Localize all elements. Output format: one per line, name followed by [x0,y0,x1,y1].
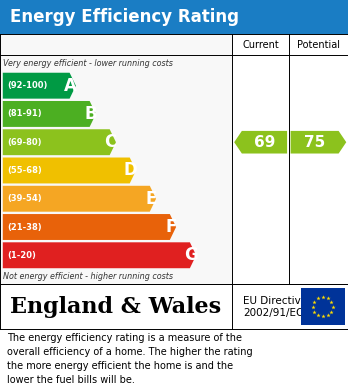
Text: C: C [105,133,117,151]
Polygon shape [234,131,287,154]
Text: A: A [64,77,77,95]
Text: (92-100): (92-100) [7,81,47,90]
Text: 69: 69 [254,135,275,150]
Polygon shape [3,129,116,155]
Text: EU Directive
2002/91/EC: EU Directive 2002/91/EC [243,296,307,317]
Polygon shape [3,101,96,127]
Text: E: E [145,190,157,208]
Text: G: G [184,246,198,264]
Text: (69-80): (69-80) [7,138,41,147]
Polygon shape [3,73,76,99]
Text: Energy Efficiency Rating: Energy Efficiency Rating [10,8,239,26]
Polygon shape [3,214,176,240]
Text: Not energy efficient - higher running costs: Not energy efficient - higher running co… [3,272,174,282]
Text: The energy efficiency rating is a measure of the
overall efficiency of a home. T: The energy efficiency rating is a measur… [7,333,253,385]
Text: Potential: Potential [297,40,340,50]
Text: Very energy efficient - lower running costs: Very energy efficient - lower running co… [3,59,173,68]
Text: D: D [124,161,138,179]
Text: (81-91): (81-91) [7,109,41,118]
Bar [0,284,348,329]
Text: (1-20): (1-20) [7,251,36,260]
Text: (55-68): (55-68) [7,166,42,175]
Bar [0,34,348,284]
Text: (39-54): (39-54) [7,194,41,203]
Polygon shape [3,242,196,268]
Bar [301,288,345,325]
Polygon shape [3,158,136,183]
Text: Current: Current [242,40,279,50]
Text: B: B [84,105,97,123]
Text: England & Wales: England & Wales [10,296,222,318]
Text: (21-38): (21-38) [7,222,41,231]
Bar [0,0,348,34]
Text: 75: 75 [304,135,325,150]
Polygon shape [291,131,346,154]
Polygon shape [3,186,156,212]
Text: F: F [165,218,176,236]
Bar [232,34,348,284]
